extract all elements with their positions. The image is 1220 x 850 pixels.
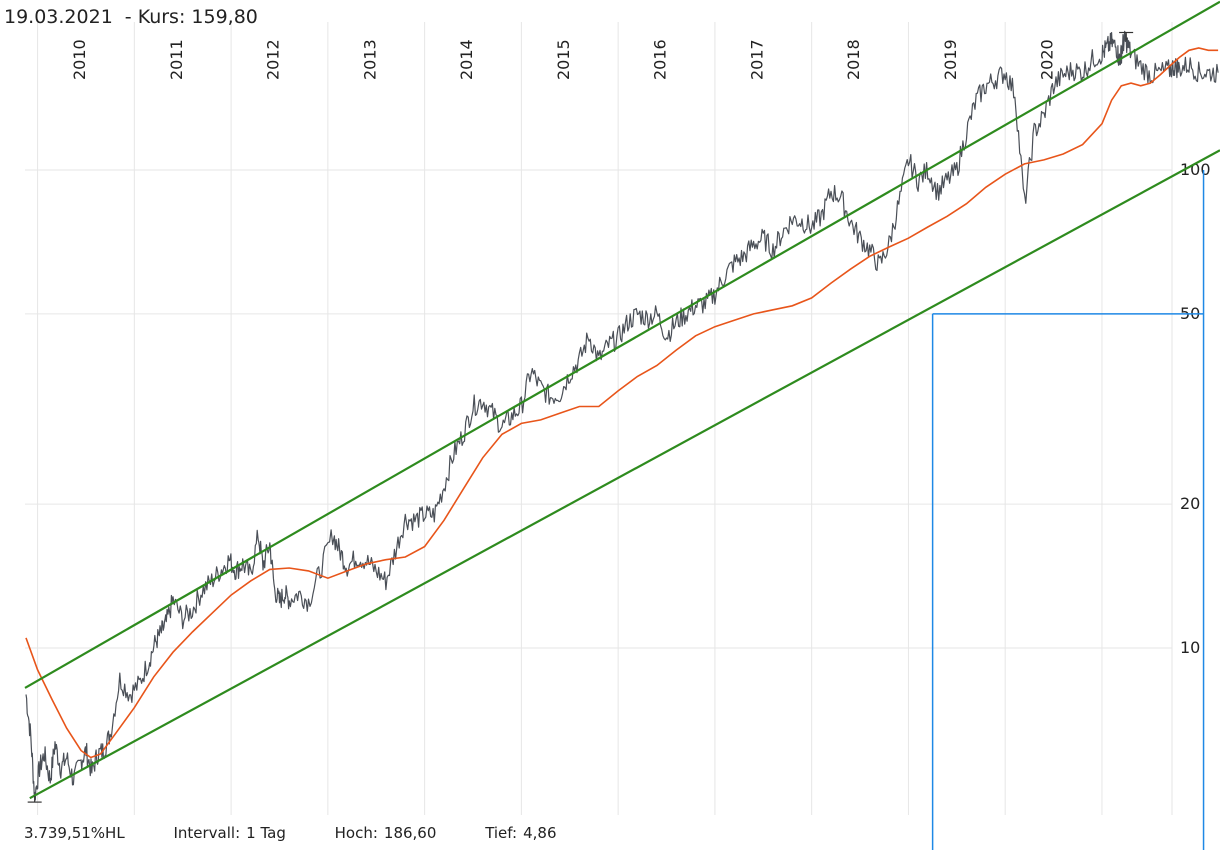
low-value: 4,86 xyxy=(523,824,557,842)
chart-footer: 3.739,51%HL Intervall: 1 Tag Hoch: 186,60 … xyxy=(24,824,563,842)
year-label: 2016 xyxy=(651,39,670,80)
year-label: 2020 xyxy=(1038,39,1057,80)
chart-title: 19.03.2021 - Kurs: 159,80 xyxy=(4,6,258,28)
price-line xyxy=(25,30,1219,801)
projection-lines xyxy=(931,170,1205,850)
markers xyxy=(27,31,1134,803)
kurs-label: - Kurs: xyxy=(124,6,186,28)
year-label: 2012 xyxy=(264,39,283,80)
year-label: 2017 xyxy=(747,39,766,80)
y-tick-label: 20 xyxy=(1180,494,1200,513)
low-label: Tief: xyxy=(485,824,518,842)
interval-label: Intervall: xyxy=(173,824,241,842)
channel-upper-line xyxy=(24,0,1220,689)
year-label: 2019 xyxy=(941,39,960,80)
moving-average-line xyxy=(25,47,1219,759)
year-label: 2018 xyxy=(844,39,863,80)
performance-value: 3.739,51%HL xyxy=(24,824,125,842)
year-label: 2011 xyxy=(167,39,186,80)
channel-lower-line xyxy=(29,149,1220,800)
high-label: Hoch: xyxy=(334,824,378,842)
high-value: 186,60 xyxy=(383,824,437,842)
year-label: 2010 xyxy=(70,39,89,80)
year-label: 2014 xyxy=(457,39,476,80)
quote-date: 19.03.2021 xyxy=(4,6,113,28)
interval-value: 1 Tag xyxy=(246,824,286,842)
y-tick-label: 10 xyxy=(1180,638,1200,657)
year-labels: 2009201020112012201320142015201620172018… xyxy=(70,39,1057,80)
grid xyxy=(25,22,1173,815)
year-label: 2015 xyxy=(554,39,573,80)
kurs-value: 159,80 xyxy=(191,6,258,28)
series xyxy=(24,0,1220,801)
year-label: 2013 xyxy=(360,39,379,80)
